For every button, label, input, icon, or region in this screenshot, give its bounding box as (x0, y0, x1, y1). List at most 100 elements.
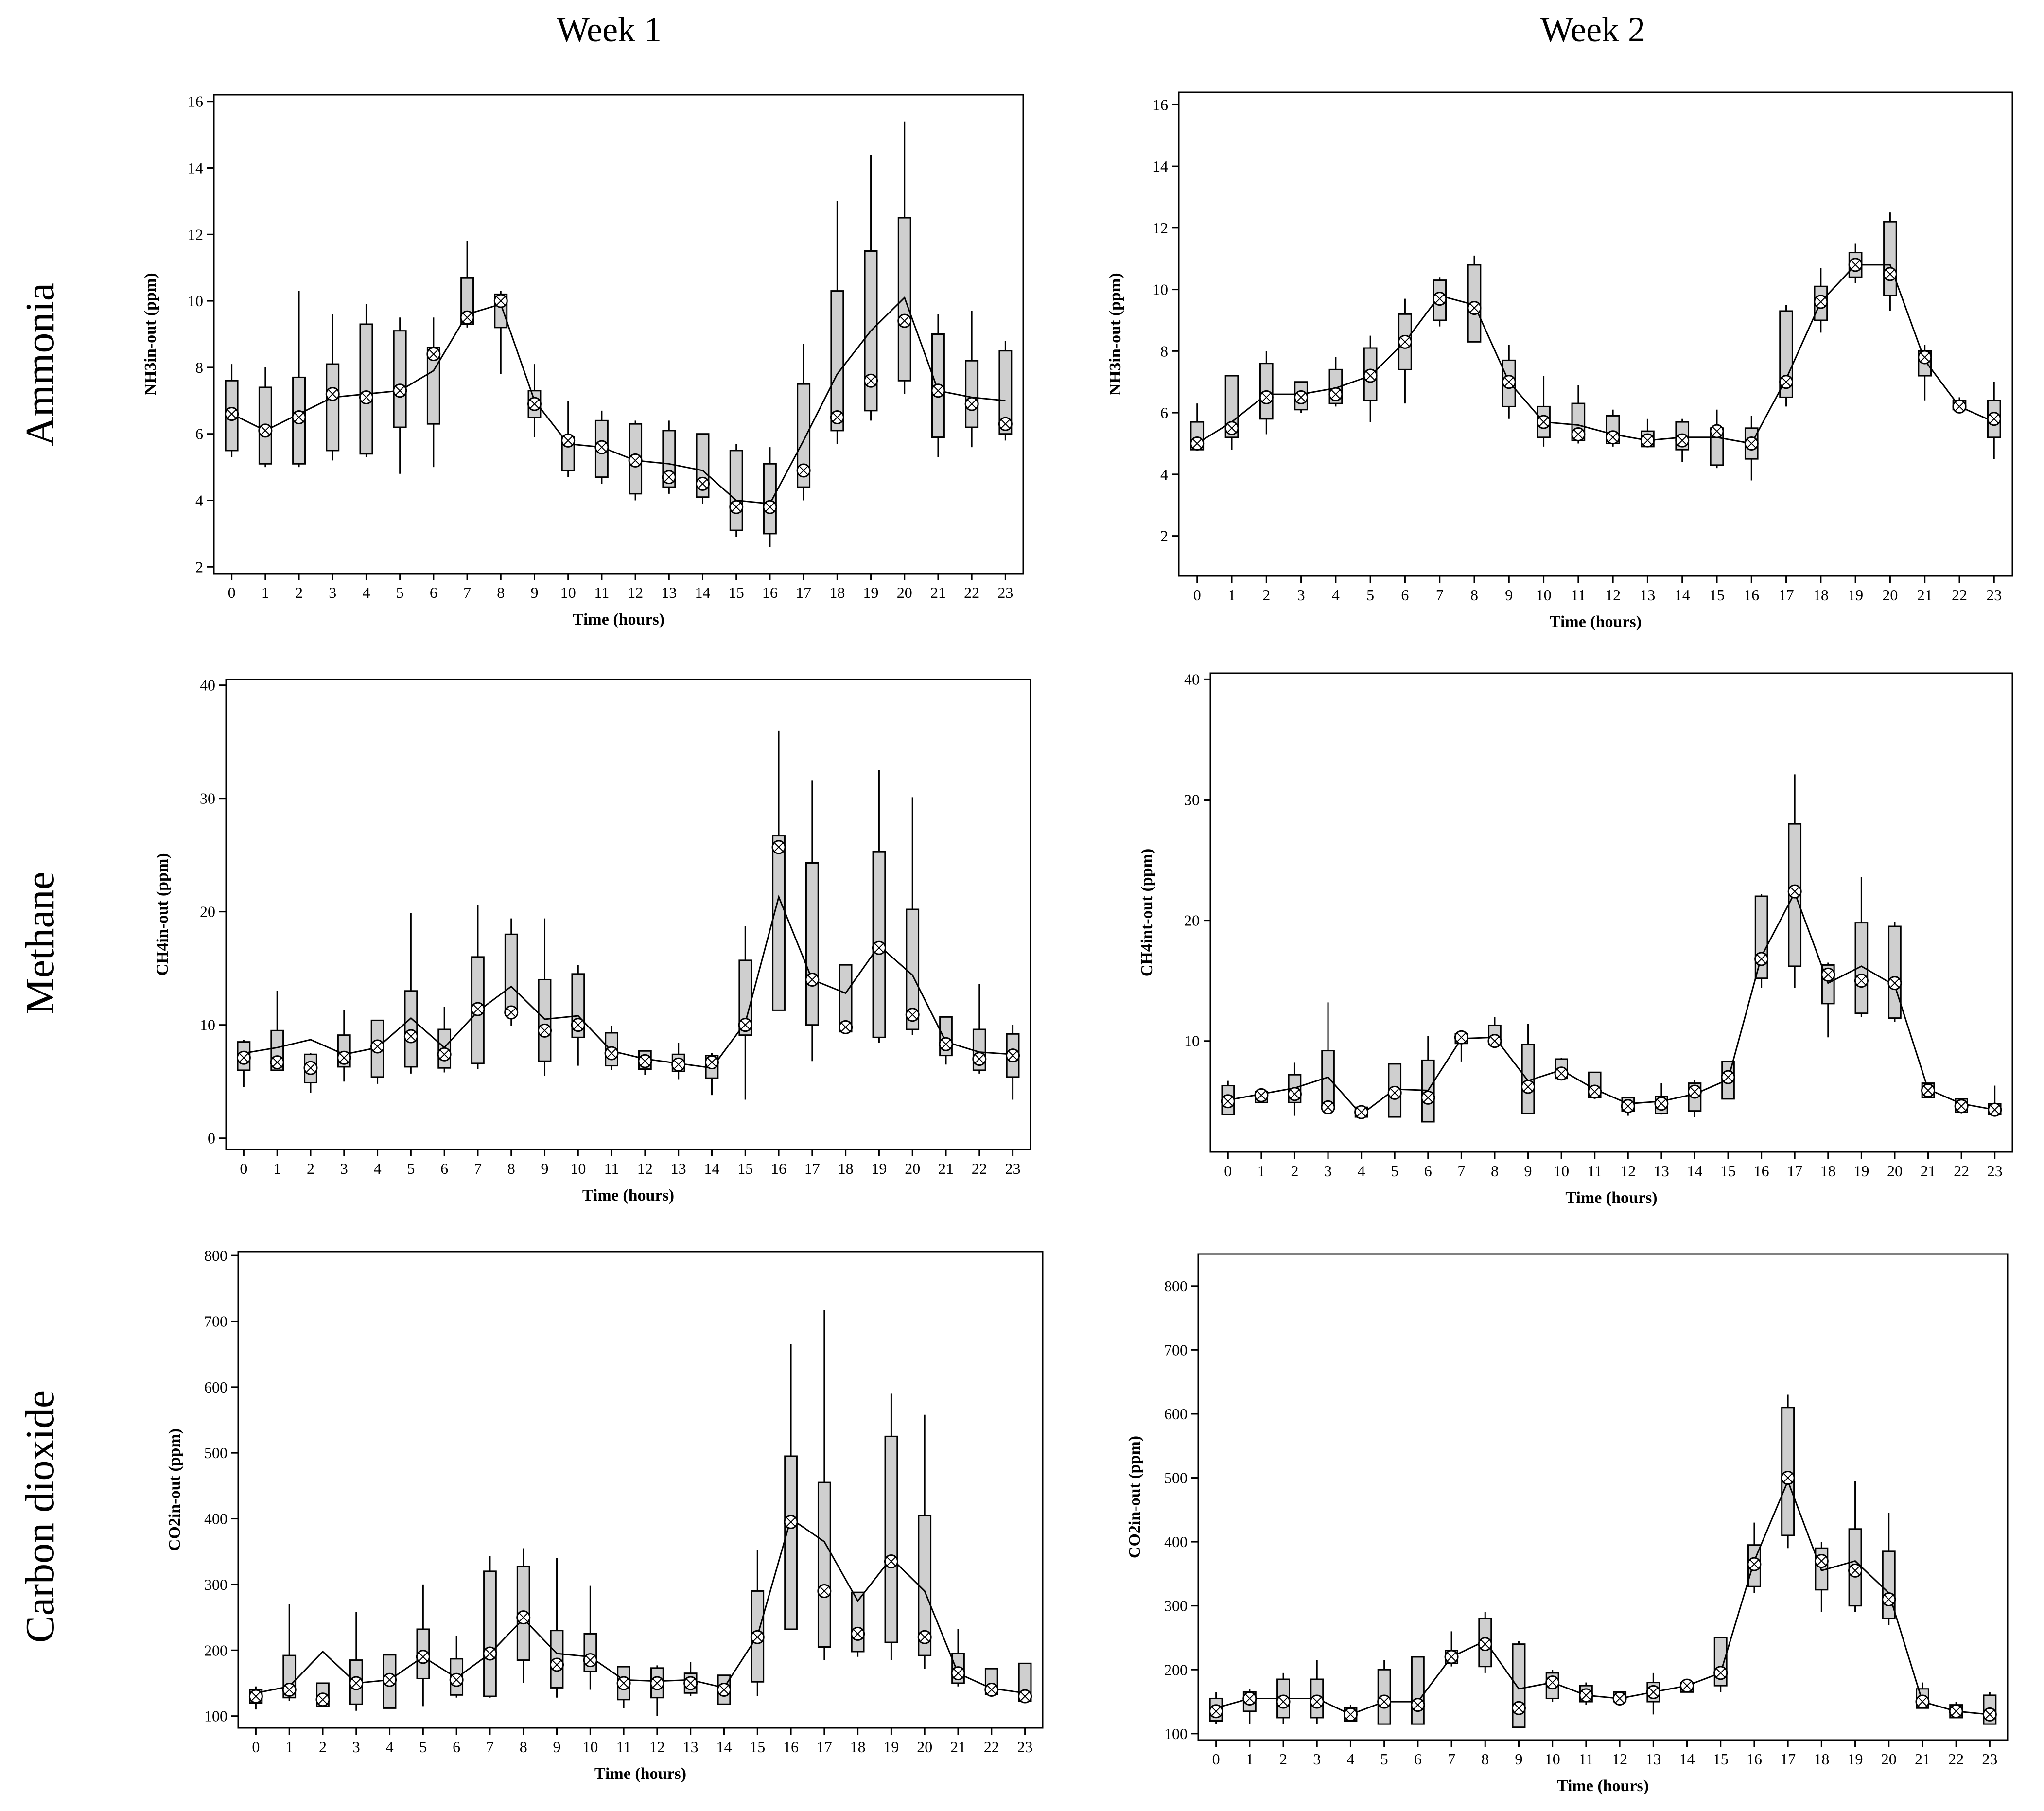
x-tick-label: 13 (1640, 586, 1655, 604)
x-tick-label: 0 (1193, 586, 1201, 604)
median-cross (1590, 1087, 1600, 1097)
median-marker (805, 972, 820, 987)
x-axis-label: Time (hours) (1565, 1189, 1657, 1207)
median-cross (1538, 417, 1549, 427)
plot-frame (225, 679, 1031, 1150)
median-cross (597, 442, 607, 452)
x-tick-label: 15 (737, 1160, 753, 1177)
median-cross (807, 975, 817, 985)
median-cross (418, 1652, 428, 1662)
median-cross (1955, 401, 1964, 412)
box (538, 978, 552, 1062)
median-cross (1648, 1687, 1659, 1697)
x-tick-label: 19 (863, 584, 879, 601)
y-tick-label: 10 (200, 1016, 215, 1034)
median-marker (1710, 424, 1724, 438)
y-tick-label: 700 (204, 1312, 227, 1330)
median-cross (1677, 435, 1687, 445)
y-tick-label: 20 (1184, 912, 1200, 929)
x-tick-label: 22 (972, 1160, 987, 1177)
row-title-methane: Methane (17, 871, 63, 1014)
y-tick-label: 6 (195, 425, 203, 443)
median-cross (719, 1685, 729, 1695)
median-cross (462, 313, 472, 323)
median-marker (1579, 1688, 1593, 1703)
x-tick-label: 16 (1744, 586, 1759, 604)
median-marker (1612, 1691, 1627, 1706)
x-tick-label: 8 (497, 584, 505, 601)
x-tick-label: 9 (1505, 586, 1513, 604)
x-tick-label: 18 (850, 1738, 866, 1756)
x-tick-label: 8 (1481, 1750, 1489, 1768)
median-marker (1377, 1694, 1392, 1709)
median-cross (1480, 1639, 1490, 1649)
x-tick-label: 21 (938, 1160, 954, 1177)
median-cross (1682, 1681, 1692, 1690)
median-cross (339, 1053, 349, 1063)
median-cross (820, 1586, 829, 1596)
median-marker (416, 1650, 430, 1664)
median-marker (1328, 387, 1343, 401)
box (763, 463, 777, 535)
median-marker (784, 1515, 798, 1529)
y-tick-label: 200 (1164, 1661, 1188, 1678)
median-marker (1398, 334, 1412, 349)
x-tick-label: 14 (716, 1738, 732, 1756)
median-marker (337, 1050, 351, 1065)
box (404, 990, 418, 1068)
median-cross (920, 1632, 930, 1642)
x-tick-label: 15 (1720, 1162, 1736, 1180)
box (483, 1570, 497, 1697)
median-marker (905, 1008, 920, 1022)
x-tick-label: 10 (560, 584, 576, 601)
median-marker (1646, 1685, 1660, 1699)
x-tick-label: 23 (1987, 1162, 2003, 1180)
median-marker (460, 310, 474, 325)
median-marker (527, 397, 542, 411)
median-marker (583, 1653, 597, 1668)
box (784, 1455, 798, 1630)
median-cross (1990, 1105, 2000, 1114)
median-cross (1490, 1036, 1500, 1046)
median-marker (1321, 1100, 1335, 1114)
y-tick-label: 100 (204, 1707, 227, 1725)
median-marker (426, 347, 441, 362)
x-tick-label: 18 (829, 584, 845, 601)
median-marker (1814, 295, 1828, 309)
x-tick-label: 16 (771, 1160, 786, 1177)
median-marker (951, 1666, 965, 1681)
median-cross (318, 1694, 328, 1705)
median-cross (1379, 1697, 1389, 1707)
box (326, 363, 340, 452)
x-tick-label: 20 (1887, 1162, 1903, 1180)
x-tick-label: 5 (1380, 1750, 1388, 1768)
x-tick-label: 15 (1713, 1750, 1729, 1768)
median-marker (1882, 1592, 1896, 1607)
median-marker (383, 1672, 397, 1687)
median-cross (774, 842, 784, 852)
median-marker (1918, 350, 1932, 365)
x-tick-label: 3 (1324, 1162, 1332, 1180)
x-axis-label: Time (hours) (1557, 1777, 1649, 1795)
mean-line (1228, 890, 1995, 1116)
median-marker (830, 410, 844, 425)
median-cross (1356, 1107, 1366, 1117)
mean-line (1216, 1479, 1990, 1716)
x-tick-label: 14 (1687, 1162, 1702, 1180)
median-cross (967, 399, 977, 409)
median-cross (496, 296, 506, 306)
median-marker (437, 1047, 452, 1062)
y-tick-label: 40 (1184, 670, 1200, 688)
median-marker (571, 1018, 585, 1032)
median-cross (1850, 1566, 1860, 1576)
x-tick-label: 10 (582, 1738, 598, 1756)
x-tick-label: 23 (1986, 586, 2002, 604)
median-marker (696, 476, 710, 491)
x-tick-label: 17 (1779, 586, 1794, 604)
median-cross (540, 1026, 550, 1036)
median-cross (866, 376, 876, 386)
y-tick-label: 700 (1164, 1341, 1188, 1358)
median-cross (529, 399, 540, 409)
x-tick-label: 9 (541, 1160, 549, 1177)
